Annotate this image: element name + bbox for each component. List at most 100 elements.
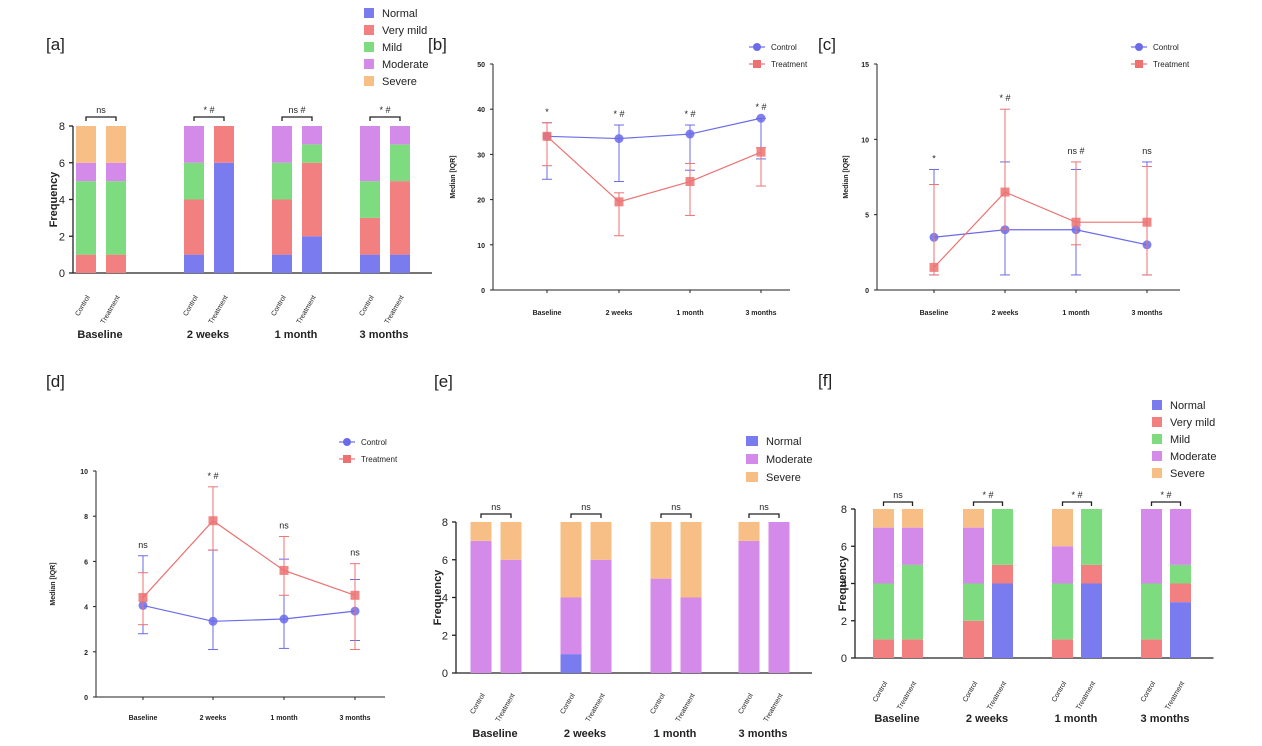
- significance-label: ns #: [1067, 146, 1084, 156]
- legend-swatch: [364, 42, 374, 52]
- significance-label: * #: [613, 109, 624, 119]
- x-subgroup-label: Control: [358, 294, 376, 317]
- x-group-label: Baseline: [874, 713, 919, 725]
- bar-moderate: [680, 597, 702, 673]
- bar-moderate: [560, 597, 582, 655]
- legend-label: Severe: [1170, 468, 1205, 480]
- significance-sig-label: * #: [203, 105, 214, 115]
- bar-mild: [963, 583, 984, 621]
- significance-label: * #: [207, 471, 218, 481]
- bar-severe: [650, 522, 672, 579]
- panel-c: [c] 0 5 10 15 Median [IQR] Baseline 2 weeks 1 mo…: [818, 35, 1190, 317]
- bar-normal: [214, 162, 234, 273]
- y-tick-label: 6: [841, 541, 847, 553]
- bar-very-mild: [1052, 639, 1073, 658]
- y-tick-label: 30: [477, 152, 485, 159]
- x-subgroup-label: Control: [182, 294, 200, 317]
- data-point-treatment: [685, 177, 695, 187]
- x-subgroup-label: Control: [1051, 680, 1069, 703]
- bar-moderate: [873, 527, 894, 584]
- legend-label: Control: [361, 438, 387, 447]
- data-point-treatment: [1000, 187, 1010, 197]
- legend-label: Normal: [1170, 400, 1205, 412]
- significance-label: * #: [684, 109, 695, 119]
- bar-mild: [1141, 583, 1162, 640]
- bar-moderate: [768, 522, 790, 673]
- significance-bracket: [85, 116, 117, 121]
- bar-mild: [873, 583, 894, 640]
- significance-bracket: [882, 501, 914, 506]
- bar-moderate: [738, 540, 760, 673]
- bar-mild: [992, 509, 1013, 565]
- bar-severe: [590, 522, 612, 560]
- bar-mild: [272, 162, 292, 200]
- y-tick-label: 0: [84, 695, 88, 702]
- legend-swatch: [746, 454, 758, 464]
- y-tick-label: 8: [841, 504, 847, 516]
- y-tick-label: 5: [865, 213, 869, 220]
- y-tick-label: 8: [442, 517, 448, 529]
- panel-a: [a] 0 2 4 6 8 Frequency Control Treatment Baselin…: [46, 8, 432, 341]
- y-tick-label: 2: [84, 650, 88, 657]
- y-axis-label: Frequency: [837, 555, 849, 612]
- x-subgroup-label: Control: [962, 680, 980, 703]
- bar-severe: [106, 126, 126, 163]
- significance-label: ns: [1142, 146, 1152, 156]
- x-subgroup-label: Control: [270, 294, 288, 317]
- data-point-treatment: [542, 131, 552, 141]
- bar-severe: [470, 522, 492, 541]
- bar-mild: [1081, 509, 1102, 565]
- x-tick-label: 1 month: [1062, 310, 1089, 317]
- x-tick-label: 2 weeks: [200, 715, 227, 722]
- significance-label: ns: [350, 548, 360, 558]
- legend-swatch: [1152, 468, 1162, 478]
- x-tick-label: Baseline: [129, 715, 158, 722]
- panel-label: [a]: [46, 35, 65, 54]
- significance-sig-label: * #: [1160, 490, 1171, 500]
- significance-bracket: [972, 501, 1004, 506]
- bar-very-mild: [76, 254, 96, 273]
- x-group-label: 2 weeks: [966, 713, 1008, 725]
- y-tick-label: 6: [59, 158, 65, 170]
- legend-label: Normal: [766, 436, 801, 448]
- bar-moderate: [390, 126, 410, 145]
- x-tick-label: 1 month: [270, 715, 297, 722]
- significance-label: * #: [755, 102, 766, 112]
- series-line-control: [933, 229, 1148, 246]
- legend-label: Treatment: [361, 455, 398, 464]
- bar-moderate: [360, 126, 380, 182]
- data-point-treatment: [1142, 217, 1152, 227]
- x-group-label: 2 weeks: [564, 728, 606, 740]
- legend-swatch: [1152, 400, 1162, 410]
- bar-normal: [184, 254, 204, 273]
- y-tick-label: 0: [59, 268, 65, 280]
- legend-marker: [1135, 43, 1143, 51]
- panel-label: [f]: [818, 371, 832, 390]
- y-tick-label: 15: [861, 62, 869, 69]
- legend-marker: [753, 43, 761, 51]
- legend-marker: [753, 60, 761, 68]
- bar-very-mild: [184, 199, 204, 255]
- bar-very-mild: [214, 126, 234, 163]
- bar-moderate: [590, 559, 612, 673]
- legend-label: Very mild: [382, 25, 427, 37]
- x-subgroup-label: Control: [737, 692, 755, 715]
- bar-severe: [738, 522, 760, 541]
- x-subgroup-label: Control: [469, 692, 487, 715]
- bar-moderate: [650, 578, 672, 673]
- bar-mild: [184, 162, 204, 200]
- significance-sig-label: * #: [1071, 490, 1082, 500]
- x-subgroup-label: Control: [74, 294, 92, 317]
- y-tick-label: 4: [442, 593, 448, 605]
- panel-label: [b]: [428, 35, 447, 54]
- significance-bracket: [660, 513, 692, 518]
- significance-bracket: [748, 513, 780, 518]
- bar-severe: [680, 522, 702, 598]
- bar-mild: [1170, 564, 1191, 584]
- bar-moderate: [902, 527, 923, 565]
- y-tick-label: 50: [477, 62, 485, 69]
- x-group-label: 3 months: [1141, 713, 1190, 725]
- legend-swatch: [364, 25, 374, 35]
- bar-moderate: [470, 540, 492, 673]
- legend-swatch: [1152, 451, 1162, 461]
